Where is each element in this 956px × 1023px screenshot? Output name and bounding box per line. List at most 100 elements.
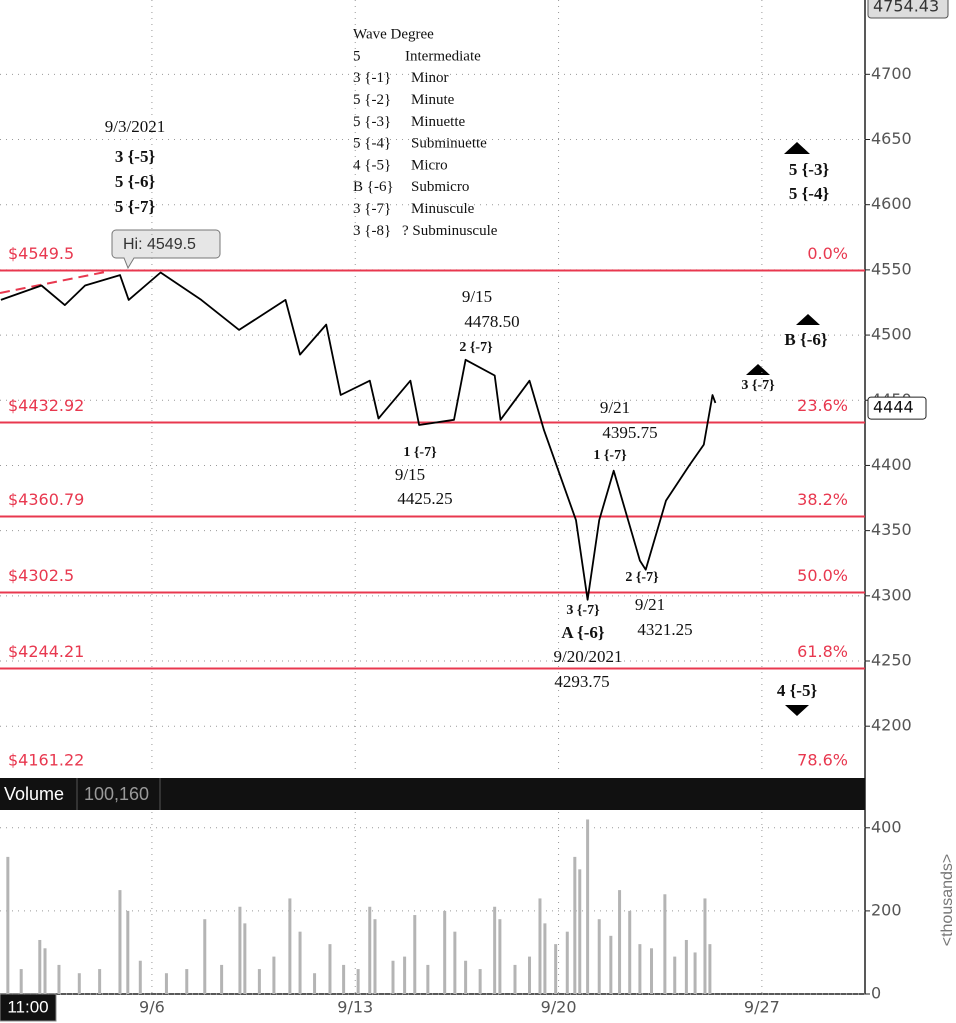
volume-bar <box>478 969 482 994</box>
fib-price-label: $4302.5 <box>8 566 74 585</box>
trend-line <box>0 270 111 294</box>
fib-price-label: $4549.5 <box>8 244 74 263</box>
volume-bar <box>453 931 457 994</box>
annotation: 1 {-7} <box>593 448 627 463</box>
volume-bar <box>538 898 542 994</box>
legend-name: Submicro <box>411 179 469 195</box>
volume-bar <box>118 890 122 994</box>
annotation: 9/20/2021 <box>554 647 623 666</box>
annotation: 3 {-7} <box>741 378 775 393</box>
y-tick-label: 4350 <box>871 520 912 539</box>
annotation: 9/21 <box>600 398 630 417</box>
legend-degree: 4 {-5} <box>353 157 391 173</box>
volume-value: 100,160 <box>84 784 149 804</box>
volume-bar <box>554 944 558 994</box>
volume-bar <box>356 969 360 994</box>
annotation: 4478.50 <box>464 312 519 331</box>
legend-name: Subminuette <box>411 136 487 152</box>
volume-bar <box>618 890 622 994</box>
fib-price-label: $4244.21 <box>8 642 84 661</box>
annotation: 5 {-3} <box>789 160 830 179</box>
volume-bar <box>493 906 497 994</box>
fib-pct-label: 23.6% <box>797 396 848 415</box>
annotation: 4 {-5} <box>777 681 818 700</box>
x-tick-label: 9/6 <box>139 998 165 1017</box>
annotation: 2 {-7} <box>459 340 493 355</box>
annotation: 5 {-4} <box>789 184 830 203</box>
volume-bar <box>126 910 130 994</box>
volume-bar <box>77 973 81 994</box>
volume-bar <box>573 856 577 994</box>
fib-price-label: $4161.22 <box>8 750 84 769</box>
y-tick-label: 400 <box>871 817 902 836</box>
annotation: 5 {-6} <box>115 172 156 191</box>
fib-pct-label: 0.0% <box>807 244 848 263</box>
volume-bar <box>43 948 47 994</box>
annotation: 9/21 <box>635 595 665 614</box>
volume-bar <box>609 935 613 994</box>
volume-bar <box>373 919 377 994</box>
x-tick-label: 9/20 <box>541 998 577 1017</box>
y-tick-label: 4600 <box>871 194 912 213</box>
legend-name: ? Subminuscule <box>402 223 498 239</box>
fib-pct-label: 61.8% <box>797 642 848 661</box>
fib-pct-label: 38.2% <box>797 490 848 509</box>
annotation: A {-6} <box>561 623 604 642</box>
volume-bar <box>565 931 569 994</box>
legend-degree: B {-6} <box>353 179 394 195</box>
volume-bar <box>586 819 590 994</box>
y-tick-label: 200 <box>871 900 902 919</box>
volume-bar <box>543 923 547 994</box>
volume-bar <box>368 906 372 994</box>
last-price: 4444 <box>873 398 914 417</box>
annotation: 4425.25 <box>397 489 452 508</box>
annotation: 9/3/2021 <box>105 117 165 136</box>
fib-pct-label: 50.0% <box>797 566 848 585</box>
y-tick-label: 4400 <box>871 455 912 474</box>
volume-bar <box>185 969 189 994</box>
hi-callout <box>111 229 221 270</box>
legend-degree: 3 {-8} <box>353 223 391 239</box>
annotation: 3 {-5} <box>115 147 156 166</box>
volume-bar <box>684 939 688 994</box>
x-tick-label: 9/27 <box>744 998 780 1017</box>
legend-degree: 3 {-7} <box>353 201 391 217</box>
volume-bar <box>391 960 395 994</box>
volume-bar <box>220 964 224 994</box>
volume-bar <box>703 898 707 994</box>
volume-bar <box>272 956 276 994</box>
volume-bar <box>313 973 317 994</box>
volume-bar <box>528 956 532 994</box>
y-tick-label: 4500 <box>871 325 912 344</box>
volume-bar <box>578 869 582 994</box>
volume-bar <box>6 856 10 994</box>
volume-bar <box>464 960 468 994</box>
volume-bar <box>328 944 332 994</box>
fib-price-label: $4360.79 <box>8 490 84 509</box>
volume-bar <box>164 973 168 994</box>
volume-bar <box>693 952 697 994</box>
volume-bar <box>243 923 247 994</box>
volume-bar <box>638 944 642 994</box>
hi-label: Hi: 4549.5 <box>123 236 196 253</box>
y-tick-label: 4700 <box>871 64 912 83</box>
volume-bar <box>673 956 677 994</box>
annotation: 9/15 <box>462 287 492 306</box>
high-price-box <box>867 0 949 19</box>
legend-degree: 5 {-2} <box>353 92 391 108</box>
volume-header <box>0 778 865 810</box>
y-tick-label: 4650 <box>871 129 912 148</box>
legend-degree: 5 {-4} <box>353 136 391 152</box>
legend-name: Minuette <box>411 114 465 130</box>
volume-axis-label: <thousands> <box>939 854 956 947</box>
volume-bar <box>597 919 601 994</box>
volume-title: Volume <box>4 784 64 804</box>
annotation: 4395.75 <box>602 423 657 442</box>
legend-degree: 5 <box>353 48 361 64</box>
volume-bar <box>342 964 346 994</box>
annotation: 1 {-7} <box>403 445 437 460</box>
volume-bar <box>650 948 654 994</box>
price-line <box>0 271 717 601</box>
